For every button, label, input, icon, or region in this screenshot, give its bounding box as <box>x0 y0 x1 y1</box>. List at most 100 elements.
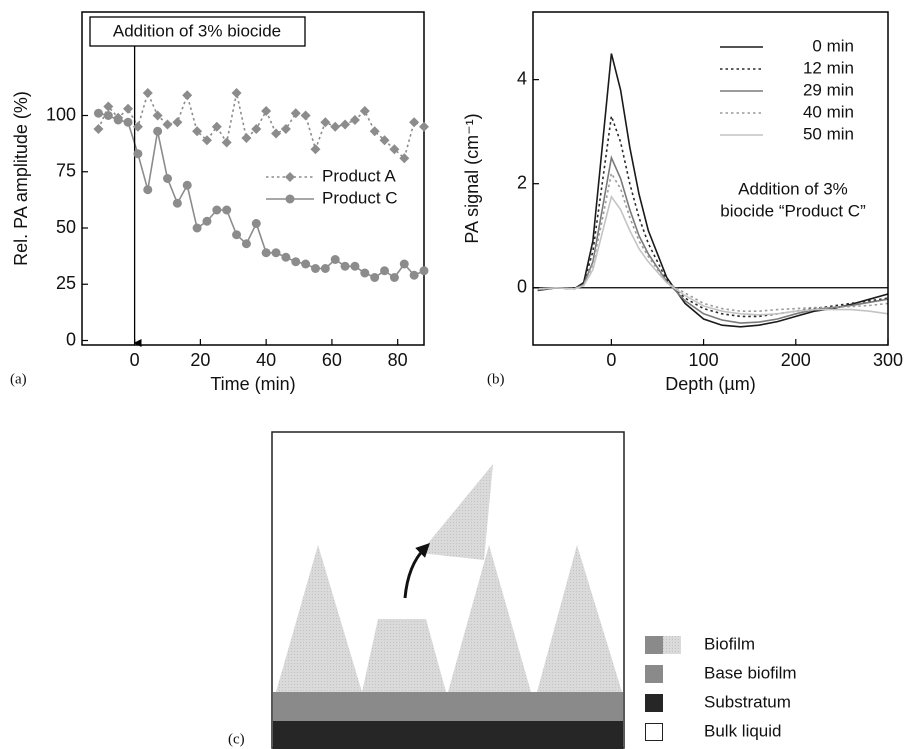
marker <box>251 219 261 228</box>
marker <box>241 133 252 143</box>
marker <box>359 106 370 116</box>
marker <box>340 119 351 130</box>
marker <box>221 137 232 148</box>
marker <box>320 264 330 273</box>
marker <box>370 273 380 282</box>
detached-biofilm <box>420 464 493 560</box>
marker <box>380 266 390 276</box>
marker <box>310 144 321 155</box>
marker <box>212 205 222 215</box>
marker <box>389 144 400 155</box>
series-line <box>537 194 889 316</box>
marker <box>369 126 380 137</box>
marker <box>192 126 203 137</box>
marker <box>419 266 429 276</box>
y-tick-label: 25 <box>56 273 76 293</box>
legend-label: 29 min <box>803 80 854 99</box>
marker <box>133 149 143 159</box>
marker <box>123 103 134 114</box>
marker <box>172 198 182 208</box>
substratum <box>273 721 623 749</box>
x-tick-label: 40 <box>256 350 276 370</box>
legend-label: Biofilm <box>704 634 755 653</box>
marker <box>182 180 192 190</box>
legend-label: Base biofilm <box>704 663 797 682</box>
y-axis-label: Rel. PA amplitude (%) <box>11 91 31 266</box>
panel-label: (c) <box>228 731 245 747</box>
marker <box>409 270 419 280</box>
marker <box>320 117 331 128</box>
annotation: Addition of 3% <box>738 179 848 198</box>
marker <box>301 259 311 269</box>
marker <box>202 216 212 226</box>
marker <box>300 110 311 121</box>
marker <box>241 239 251 249</box>
y-tick-label: 4 <box>517 68 527 88</box>
marker <box>271 128 282 139</box>
legend-swatch <box>645 665 663 683</box>
annotation: biocide “Product C” <box>720 201 866 220</box>
x-tick-label: 300 <box>873 350 903 370</box>
marker <box>103 111 113 120</box>
marker <box>280 124 291 134</box>
marker <box>143 185 153 195</box>
x-tick-label: 80 <box>388 350 408 370</box>
marker <box>232 230 242 240</box>
panel-label: (a) <box>10 371 27 387</box>
legend-label: Substratum <box>704 692 791 711</box>
base-biofilm <box>273 692 623 721</box>
marker <box>93 108 103 118</box>
marker <box>251 124 262 134</box>
x-tick-label: 200 <box>781 350 811 370</box>
marker <box>152 110 163 121</box>
plot-frame <box>81 11 425 346</box>
marker <box>113 115 123 125</box>
legend-swatch <box>663 636 681 654</box>
panel-label: (b) <box>487 371 505 387</box>
marker <box>201 135 212 146</box>
x-tick-label: 0 <box>130 350 140 370</box>
biofilm-cluster <box>448 545 531 692</box>
marker <box>103 101 114 112</box>
annotation-box <box>89 16 306 47</box>
chart: 0 20 40 60 80 0 25 50 75 100 Time (min) Rel. PA amp… <box>10 11 425 394</box>
x-tick-label: 0 <box>606 350 616 370</box>
y-tick-label: 0 <box>517 277 527 297</box>
biofilm-cluster <box>537 545 622 692</box>
y-tick-label: 2 <box>517 172 527 192</box>
y-tick-label: 75 <box>56 161 76 181</box>
marker <box>291 257 301 267</box>
marker <box>261 248 271 258</box>
x-axis-label: Depth (µm) <box>665 374 755 394</box>
marker <box>310 264 320 273</box>
marker <box>222 205 232 215</box>
marker <box>409 117 420 128</box>
marker <box>123 117 133 127</box>
series-line <box>98 112 425 279</box>
marker <box>142 88 153 98</box>
legend-label: Product A <box>322 166 396 185</box>
marker <box>172 117 183 128</box>
y-tick-label: 0 <box>66 329 76 349</box>
legend-swatch <box>645 694 663 712</box>
legend-label: 40 min <box>803 102 854 121</box>
marker <box>349 115 360 125</box>
y-tick-label: 50 <box>56 217 76 237</box>
marker <box>360 268 370 278</box>
x-tick-label: 20 <box>190 350 210 370</box>
marker <box>211 121 222 132</box>
marker <box>132 121 143 132</box>
legend-label: Bulk liquid <box>704 721 782 740</box>
marker <box>419 121 429 132</box>
plot-frame <box>532 11 889 346</box>
legend-marker <box>285 194 295 204</box>
marker <box>182 90 193 101</box>
legend-label: 12 min <box>803 58 854 77</box>
legend-label: 50 min <box>803 124 854 143</box>
legend-swatch <box>645 723 663 741</box>
marker <box>389 273 399 282</box>
marker <box>192 223 202 233</box>
diagram: Biofilm Base biofilm Substratum Bulk liq… <box>228 431 797 749</box>
